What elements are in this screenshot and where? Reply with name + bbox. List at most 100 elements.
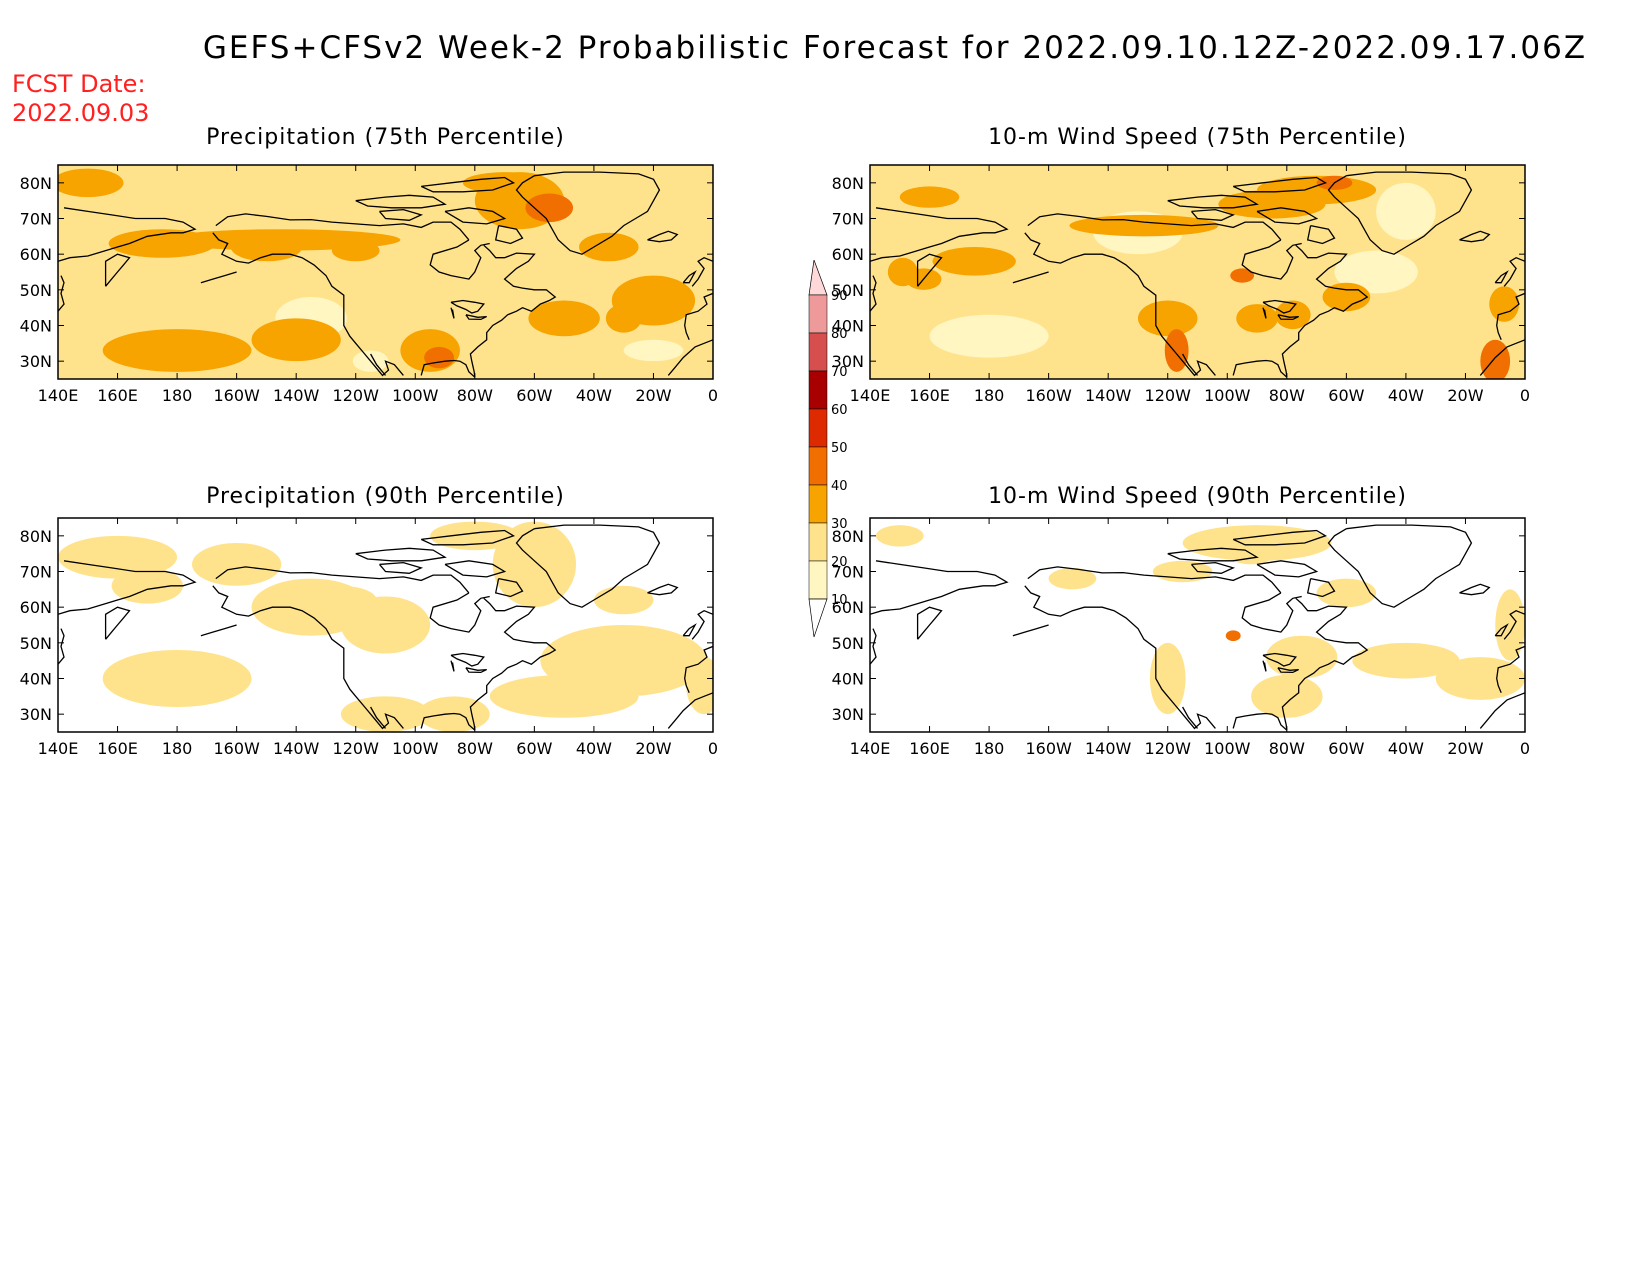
coastline	[58, 628, 65, 665]
lon-label: 160E	[909, 739, 950, 758]
probability-area	[489, 674, 639, 718]
lon-label: 20W	[1447, 386, 1483, 405]
lat-label: 50N	[20, 634, 52, 653]
probability-area	[430, 521, 520, 551]
lon-label: 140E	[850, 386, 891, 405]
coastline	[916, 253, 943, 287]
coastline	[1262, 660, 1267, 672]
panel-title-wind-90: 10-m Wind Speed (90th Percentile)	[988, 484, 1407, 509]
coastline	[212, 585, 404, 730]
colorbar-label: 20	[831, 555, 848, 570]
panel-title-precip-90: Precipitation (90th Percentile)	[206, 484, 565, 509]
probability-area	[424, 346, 454, 369]
lon-label: 40W	[576, 739, 612, 758]
coastline	[1496, 645, 1525, 694]
lon-label: 160W	[213, 386, 260, 405]
probability-area	[58, 168, 124, 198]
lon-label: 160E	[97, 739, 138, 758]
coastline	[469, 244, 557, 378]
coastline	[1496, 292, 1525, 341]
coastline	[1494, 270, 1509, 284]
lat-label: 80N	[832, 527, 864, 546]
probability-area	[58, 535, 178, 579]
lat-label: 60N	[832, 245, 864, 264]
low-probability-area	[929, 314, 1049, 358]
panel-title-precip-75: Precipitation (75th Percentile)	[206, 125, 565, 150]
lon-label: 20W	[635, 739, 671, 758]
probability-area	[528, 300, 600, 337]
lat-label: 50N	[20, 281, 52, 300]
coastline	[667, 339, 713, 376]
probability-area	[1225, 630, 1241, 642]
probability-area	[932, 247, 1016, 276]
map-panel-precip-75: 80N 70N 60N 50N 40N 30N 140E 160E 180 160W 140W 120…	[20, 164, 718, 405]
lon-label: 80W	[457, 386, 493, 405]
lon-label: 160W	[213, 739, 260, 758]
coastline	[1256, 207, 1319, 225]
lon-label: 60W	[1328, 386, 1364, 405]
coastline	[1012, 624, 1049, 637]
colorbar: 10 20 30 40 50 60 70 80 90	[808, 260, 848, 638]
coastline	[870, 560, 1009, 615]
coastline	[515, 171, 661, 255]
coastline	[429, 592, 490, 633]
probability-area	[875, 525, 924, 547]
probability-area	[1274, 300, 1311, 330]
coastline	[104, 606, 131, 640]
coastline	[647, 230, 679, 243]
colorbar-label: 50	[831, 441, 848, 456]
coastline	[1281, 597, 1369, 731]
lat-label: 50N	[832, 634, 864, 653]
lat-label: 60N	[20, 245, 52, 264]
probability-area	[1316, 578, 1377, 608]
coastline	[1479, 339, 1525, 376]
lon-label: 140W	[273, 386, 320, 405]
coastline	[200, 271, 237, 284]
lat-label: 70N	[20, 210, 52, 229]
lon-label: 60W	[516, 386, 552, 405]
probability-area	[525, 193, 574, 223]
colorbar-label: 30	[831, 517, 848, 532]
probability-area	[191, 542, 282, 586]
coastline	[494, 224, 524, 245]
colorbar-band	[808, 560, 828, 600]
probability-area	[605, 304, 642, 333]
panel-title-wind-75: 10-m Wind Speed (75th Percentile)	[988, 125, 1407, 150]
probability-area	[1251, 674, 1323, 718]
coastline	[1232, 359, 1288, 378]
probability-area	[492, 521, 577, 608]
coastline	[1241, 592, 1302, 633]
coastline	[465, 667, 487, 674]
coastline	[1281, 244, 1369, 378]
map-panel-wind-90: 80N 70N 60N 50N 40N 30N 140E 160E 180 160W 140W 120…	[832, 517, 1530, 758]
coastline	[1277, 314, 1299, 321]
coastline	[420, 176, 516, 193]
lon-label: 140E	[38, 739, 79, 758]
colorbar-band	[808, 522, 828, 562]
probability-area	[108, 229, 216, 258]
probability-area	[1352, 642, 1460, 679]
probability-area	[418, 696, 490, 732]
low-probability-area	[1376, 182, 1436, 240]
lon-label: 0	[1520, 386, 1530, 405]
lat-label: 30N	[832, 705, 864, 724]
coastline	[420, 359, 476, 378]
probability-area	[102, 649, 252, 708]
coastline	[1232, 712, 1288, 731]
probability-area	[1182, 525, 1332, 561]
lon-label: 160E	[97, 386, 138, 405]
map-panel-wind-75: 80N 70N 60N 50N 40N 30N 140E 160E 180 160W 140W 120…	[832, 164, 1530, 405]
colorbar-label: 10	[831, 593, 848, 608]
probability-area	[1149, 642, 1186, 715]
lon-label: 140W	[1085, 739, 1132, 758]
lon-label: 40W	[576, 386, 612, 405]
coastline	[1306, 224, 1336, 245]
lon-label: 60W	[1328, 739, 1364, 758]
map-field	[58, 518, 713, 732]
coastline	[1191, 561, 1236, 574]
probability-area	[1048, 567, 1097, 590]
lon-label: 160W	[1025, 386, 1072, 405]
coastline	[1277, 667, 1299, 674]
coastline	[684, 645, 713, 694]
lat-label: 40N	[20, 670, 52, 689]
